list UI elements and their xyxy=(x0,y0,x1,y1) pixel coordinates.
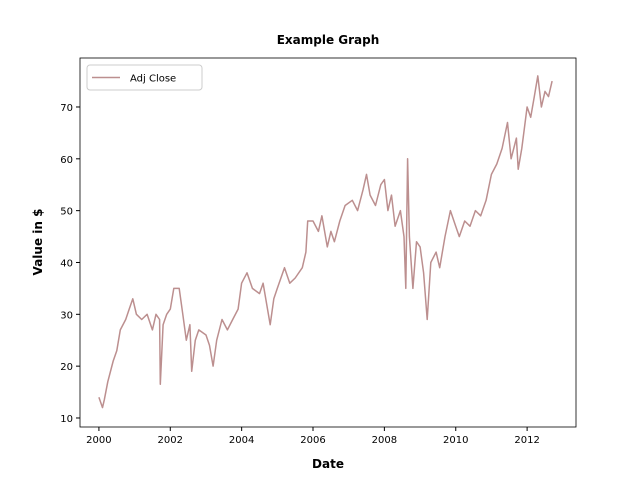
x-tick-label: 2008 xyxy=(372,435,397,446)
series-line xyxy=(98,75,553,409)
x-tick-label: 2002 xyxy=(158,435,183,446)
x-tick-label: 2006 xyxy=(300,435,325,446)
x-axis-label: Date xyxy=(312,457,344,471)
legend-label: Adj Close xyxy=(130,74,176,85)
chart-title: Example Graph xyxy=(277,33,380,47)
y-tick-label: 60 xyxy=(60,155,73,166)
x-tick-label: 2012 xyxy=(514,435,539,446)
y-tick-label: 40 xyxy=(60,258,73,269)
y-tick-label: 50 xyxy=(60,207,73,218)
y-tick-label: 20 xyxy=(60,362,73,373)
legend-box xyxy=(86,64,203,91)
x-tick-label: 2004 xyxy=(229,435,254,446)
y-tick-label: 70 xyxy=(60,103,73,114)
x-tick-label: 2000 xyxy=(86,435,111,446)
y-tick-label: 30 xyxy=(60,310,73,321)
plot-frame xyxy=(79,57,577,428)
y-axis-label: Value in $ xyxy=(31,209,45,276)
x-tick-label: 2010 xyxy=(443,435,468,446)
y-tick-label: 10 xyxy=(60,414,73,425)
